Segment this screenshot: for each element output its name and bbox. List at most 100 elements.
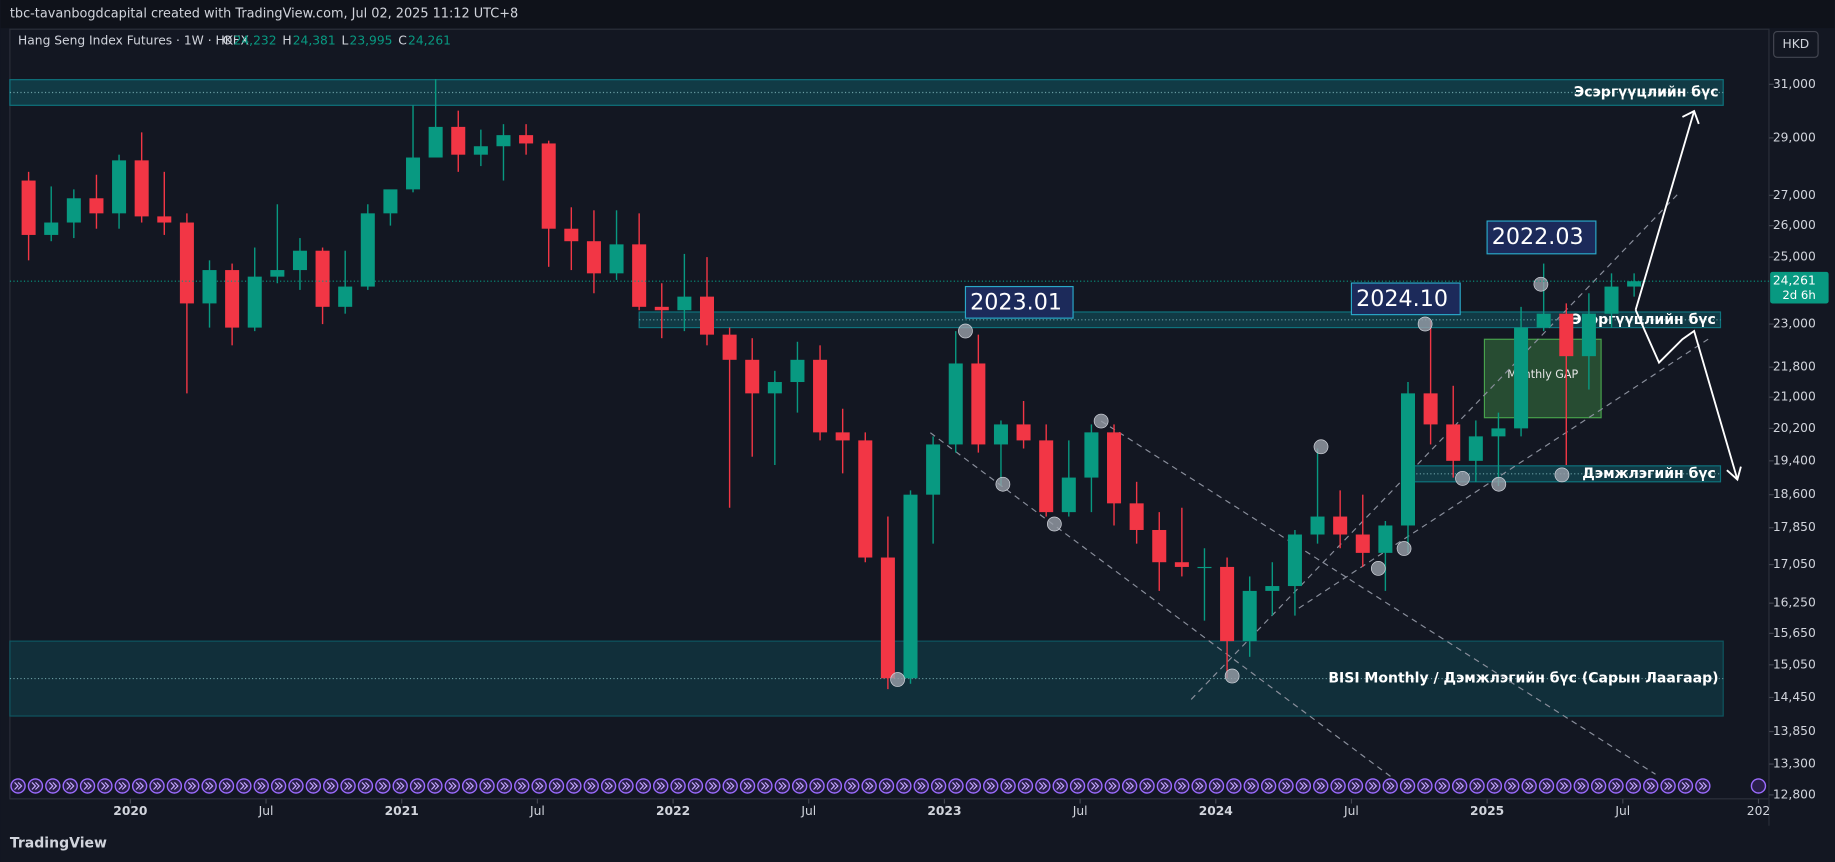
candle-body xyxy=(1423,393,1438,425)
event-icon xyxy=(795,782,804,790)
x-tick-label: 2020 xyxy=(113,804,147,818)
event-icon xyxy=(222,782,231,790)
candle-body xyxy=(813,359,828,433)
legend-key: C xyxy=(398,33,407,47)
trend-line xyxy=(930,432,1393,779)
candle-body xyxy=(496,135,511,147)
candle-body xyxy=(609,244,624,274)
currency[interactable]: HKD xyxy=(1783,37,1810,51)
event-icon xyxy=(691,782,700,790)
event-icon xyxy=(865,782,874,790)
event-icon xyxy=(48,782,58,790)
event-icon xyxy=(1559,782,1569,790)
event-icon xyxy=(1091,782,1100,790)
candle-body xyxy=(473,146,488,155)
event-icon xyxy=(1212,782,1221,790)
x-tick-label: Jul xyxy=(529,804,545,818)
event-icon xyxy=(1195,782,1204,790)
event-icon xyxy=(1316,782,1326,790)
event-icon xyxy=(1594,782,1603,790)
annotation: 2023.01 xyxy=(970,289,1062,315)
top-bar xyxy=(0,0,1835,29)
event-icon xyxy=(448,782,457,790)
event-icon xyxy=(14,782,23,790)
event-icon xyxy=(1038,782,1048,790)
event-icon xyxy=(100,782,110,790)
annotation-box xyxy=(1486,220,1597,255)
y-tick-label: 15,050 xyxy=(1773,657,1816,671)
trend-line xyxy=(1298,338,1709,609)
event-icon xyxy=(1229,782,1239,790)
event-icon xyxy=(969,782,978,790)
event-icon xyxy=(726,782,735,790)
candle-body xyxy=(315,250,330,307)
currency-button[interactable] xyxy=(1773,30,1819,58)
pivot xyxy=(958,323,973,339)
event-icon xyxy=(413,782,422,790)
event-icon xyxy=(813,782,822,790)
event-icon xyxy=(1108,782,1117,790)
candle-body xyxy=(44,222,59,235)
candle-body xyxy=(225,270,240,328)
event-icon xyxy=(1455,782,1465,790)
zone-label: Эсэргүүцлийн бүс xyxy=(1571,312,1716,328)
candle-body xyxy=(428,126,443,158)
event-icon xyxy=(986,782,996,790)
event-icon xyxy=(1698,782,1708,790)
event-icon xyxy=(674,782,683,790)
candle-body xyxy=(722,334,737,360)
event-icon xyxy=(622,782,631,790)
event-icon xyxy=(587,782,596,790)
candle-body xyxy=(926,444,941,495)
candle-body xyxy=(157,216,172,223)
event-icon xyxy=(1577,782,1586,790)
x-tick-label: 2021 xyxy=(385,804,419,818)
candle-body xyxy=(586,241,601,274)
candle-body xyxy=(1536,313,1551,328)
candle-body xyxy=(1084,432,1099,478)
candle-body xyxy=(1107,432,1122,504)
annotation-box xyxy=(1350,282,1461,316)
y-tick-label: 21,000 xyxy=(1773,390,1816,404)
zone xyxy=(1483,338,1602,419)
event-icon xyxy=(274,782,283,790)
last-price-label: 24,261 xyxy=(1773,274,1816,288)
event-marker[interactable] xyxy=(1750,778,1767,794)
pivot xyxy=(1491,476,1507,492)
candle-body xyxy=(790,359,805,383)
event-icon xyxy=(1160,782,1169,790)
x-tick-label: 2024 xyxy=(1199,804,1233,818)
legend-key: O xyxy=(223,33,233,47)
event-icon xyxy=(135,782,144,790)
event-icon xyxy=(1177,782,1187,790)
event-icon xyxy=(1403,782,1412,790)
event-icon xyxy=(1421,782,1430,790)
header: tbc-tavanbogdcapital created with Tradin… xyxy=(10,7,518,22)
arrow-head xyxy=(1726,466,1742,482)
event-icon xyxy=(934,782,943,790)
y-tick-label: 31,000 xyxy=(1773,77,1816,91)
event-icon xyxy=(1368,782,1378,790)
event-icon xyxy=(500,782,509,790)
x-tick-label: 2023 xyxy=(927,804,961,818)
pivot xyxy=(995,476,1011,492)
pivot xyxy=(1313,439,1329,455)
annotation: 2022.03 xyxy=(1492,224,1584,250)
annotation-boxes: 2023.01 2024.10 2022.03 xyxy=(964,220,1597,319)
candle-body xyxy=(1061,477,1076,513)
event-icon xyxy=(899,782,909,790)
candle-body xyxy=(1220,566,1235,642)
candle-body xyxy=(338,286,353,307)
event-icon xyxy=(1386,782,1395,790)
candle-body xyxy=(406,157,421,190)
candle-body xyxy=(1174,562,1189,567)
event-icon xyxy=(569,782,579,790)
event-icon xyxy=(326,782,336,790)
candle-body xyxy=(1152,529,1167,563)
event-icon xyxy=(1525,782,1534,790)
event-icon xyxy=(761,782,770,790)
event-icon xyxy=(170,782,179,790)
event-icon xyxy=(292,782,301,790)
